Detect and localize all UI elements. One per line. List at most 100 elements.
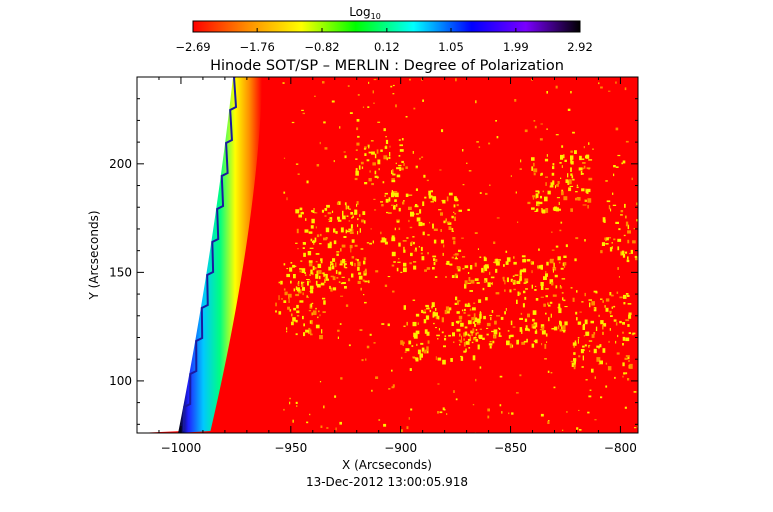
polarization-feature (435, 327, 437, 329)
polarization-feature (458, 249, 462, 252)
polarization-feature (623, 372, 626, 375)
polarization-feature (324, 278, 326, 283)
polarization-feature (388, 388, 391, 390)
polarization-feature (488, 142, 491, 145)
polarization-feature (413, 241, 415, 245)
polarization-feature (300, 260, 303, 262)
polarization-feature (557, 256, 561, 261)
polarization-feature (516, 339, 519, 345)
polarization-feature (380, 201, 383, 203)
polarization-feature (570, 360, 573, 363)
polarization-feature (447, 222, 452, 225)
polarization-feature (424, 329, 428, 334)
polarization-feature (608, 237, 611, 239)
polarization-feature (479, 192, 482, 194)
polarization-feature (309, 247, 314, 249)
polarization-feature (423, 174, 426, 178)
polarization-feature (522, 303, 525, 308)
polarization-feature (398, 164, 402, 167)
polarization-feature (344, 267, 348, 269)
polarization-feature (436, 316, 438, 320)
polarization-feature (512, 275, 515, 277)
polarization-feature (602, 331, 604, 335)
polarization-feature (423, 349, 427, 354)
polarization-feature (546, 154, 548, 157)
polarization-feature (475, 329, 478, 331)
polarization-feature (405, 116, 408, 118)
polarization-feature (351, 256, 355, 259)
polarization-feature (628, 312, 632, 315)
polarization-feature (310, 269, 313, 274)
polarization-feature (462, 149, 464, 152)
polarization-feature (572, 178, 575, 181)
polarization-feature (540, 285, 544, 290)
polarization-feature (309, 413, 311, 416)
colorbar-tick-label: −0.82 (304, 40, 339, 54)
polarization-feature (467, 333, 470, 336)
polarization-feature (563, 299, 566, 302)
polarization-feature (610, 315, 613, 317)
polarization-feature (424, 196, 427, 199)
polarization-feature (540, 413, 544, 417)
polarization-feature (585, 188, 587, 193)
polarization-feature (474, 278, 479, 281)
polarization-feature (363, 271, 367, 276)
polarization-feature (380, 240, 385, 243)
polarization-feature (468, 320, 472, 325)
polarization-feature (283, 408, 285, 411)
polarization-feature (458, 300, 461, 302)
polarization-feature (371, 183, 374, 186)
polarization-feature (513, 261, 517, 265)
polarization-feature (296, 310, 300, 314)
polarization-feature (455, 275, 458, 279)
polarization-feature (625, 319, 630, 322)
polarization-feature (613, 165, 616, 168)
polarization-feature (540, 172, 543, 176)
polarization-feature (570, 287, 573, 289)
polarization-feature (489, 184, 491, 186)
polarization-feature (511, 344, 514, 348)
polarization-feature (363, 270, 367, 274)
polarization-feature (496, 217, 500, 219)
polarization-feature (330, 275, 334, 278)
polarization-feature (460, 355, 463, 357)
polarization-feature (326, 427, 329, 429)
polarization-feature (345, 229, 347, 234)
x-tick-label: −900 (384, 441, 417, 455)
polarization-feature (408, 417, 410, 420)
polarization-feature (605, 362, 608, 365)
polarization-feature (526, 338, 528, 343)
polarization-feature (398, 227, 401, 230)
polarization-feature (443, 244, 445, 248)
polarization-feature (284, 291, 288, 296)
polarization-feature (387, 276, 391, 278)
polarization-feature (448, 334, 451, 337)
polarization-feature (409, 262, 412, 265)
polarization-feature (524, 296, 527, 300)
polarization-feature (337, 201, 341, 205)
polarization-feature (451, 256, 454, 259)
polarization-feature (534, 210, 538, 212)
polarization-feature (477, 344, 480, 350)
polarization-feature (389, 145, 391, 148)
polarization-feature (410, 211, 414, 217)
polarization-feature (340, 295, 344, 297)
polarization-feature (552, 268, 554, 273)
polarization-feature (495, 268, 498, 273)
polarization-feature (319, 381, 322, 383)
polarization-feature (505, 261, 509, 265)
polarization-feature (384, 195, 386, 197)
polarization-feature (302, 315, 304, 320)
polarization-feature (610, 208, 612, 212)
polarization-feature (608, 340, 610, 343)
polarization-feature (581, 158, 585, 160)
polarization-feature (555, 134, 559, 136)
polarization-feature (442, 407, 445, 411)
polarization-feature (421, 156, 424, 158)
polarization-feature (476, 331, 479, 335)
polarization-feature (434, 276, 438, 278)
polarization-feature (563, 196, 568, 201)
polarization-feature (443, 220, 446, 224)
polarization-feature (363, 260, 366, 265)
polarization-feature (584, 319, 588, 325)
